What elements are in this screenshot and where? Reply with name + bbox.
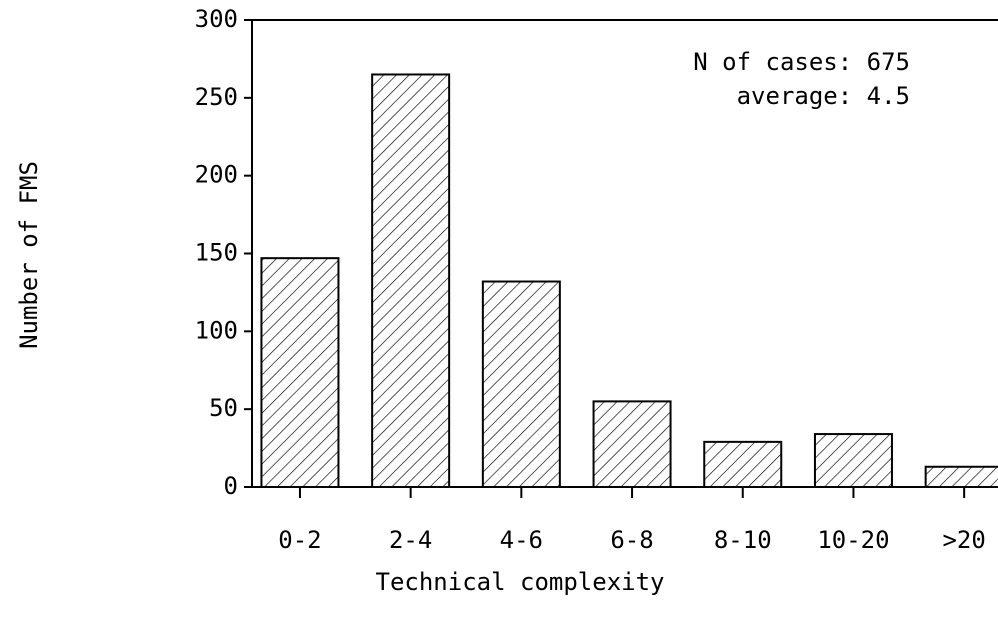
- x-tick-label: 8-10: [714, 526, 772, 554]
- y-tick-label: 50: [209, 394, 238, 422]
- x-tick-label: 6-8: [610, 526, 653, 554]
- bar: [260, 257, 340, 489]
- bar: [924, 465, 998, 489]
- y-tick-label: 200: [195, 161, 238, 189]
- annotation: average: 4.5: [737, 82, 910, 110]
- y-tick-label: 250: [195, 83, 238, 111]
- x-axis-label: Technical complexity: [376, 568, 665, 596]
- bar: [481, 280, 561, 488]
- annotation: N of cases: 675: [693, 48, 910, 76]
- y-tick-label: 150: [195, 239, 238, 267]
- y-tick-label: 0: [224, 472, 238, 500]
- bar: [371, 73, 451, 488]
- x-tick-label: 4-6: [500, 526, 543, 554]
- x-tick-label: >20: [942, 526, 985, 554]
- y-tick-label: 100: [195, 316, 238, 344]
- x-tick-label: 2-4: [389, 526, 432, 554]
- y-tick-label: 300: [195, 5, 238, 33]
- bar: [592, 400, 672, 488]
- bar: [703, 440, 783, 488]
- x-tick-label: 10-20: [817, 526, 889, 554]
- x-tick-label: 0-2: [278, 526, 321, 554]
- y-axis-label: Number of FMS: [15, 161, 43, 349]
- bar: [813, 433, 893, 488]
